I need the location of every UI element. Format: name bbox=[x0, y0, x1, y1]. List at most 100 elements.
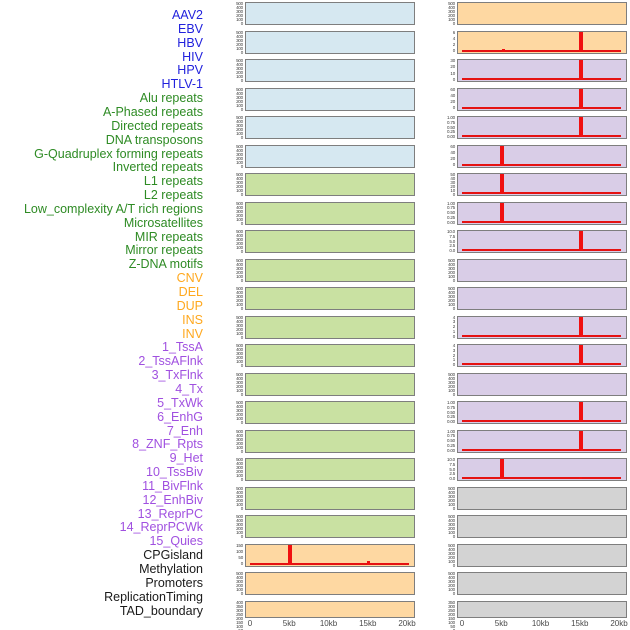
y-tick-label: 10 bbox=[450, 188, 455, 193]
y-axis-ticks: 500 400 300 200 100 0 bbox=[429, 514, 455, 539]
y-tick-label: 400 bbox=[236, 33, 243, 39]
y-tick-label: 0 bbox=[240, 561, 244, 567]
y-tick-label: 300 bbox=[236, 151, 243, 157]
y-tick-label: 400 bbox=[236, 62, 243, 67]
y-tick-label: 500 bbox=[448, 371, 455, 377]
y-tick-label: 200 bbox=[448, 554, 455, 560]
feature-label: Inverted repeats bbox=[112, 160, 203, 175]
y-tick-label: 100 bbox=[448, 501, 455, 507]
y-tick-label: 1.00 bbox=[447, 200, 455, 206]
y-axis-ticks: 150 100 50 0 bbox=[217, 543, 244, 567]
y-tick-label: 0.75 bbox=[447, 119, 455, 125]
mini-chart-panel bbox=[457, 429, 627, 453]
y-tick-label: 400 bbox=[236, 518, 243, 523]
y-tick-label: 300 bbox=[236, 408, 243, 413]
y-tick-label: 300 bbox=[236, 579, 243, 584]
y-tick-label: 10 bbox=[450, 70, 455, 76]
y-tick-label: 200 bbox=[448, 611, 455, 617]
y-axis-ticks: 30 20 10 0 bbox=[429, 58, 455, 82]
y-tick-label: 300 bbox=[448, 579, 455, 584]
x-tick-label: 0 bbox=[459, 619, 465, 628]
y-tick-label: 200 bbox=[236, 155, 243, 161]
y-tick-label: 150 bbox=[448, 615, 455, 621]
y-tick-label: 100 bbox=[236, 330, 243, 336]
x-tick-label: 20kb bbox=[610, 619, 628, 628]
data-spike bbox=[578, 231, 583, 251]
mini-chart-panel bbox=[457, 116, 627, 139]
y-tick-label: 500 bbox=[236, 514, 243, 519]
y-tick-label: 20 bbox=[450, 64, 455, 70]
y-axis-ticks: 500 400 300 200 100 0 bbox=[217, 457, 244, 482]
y-tick-label: 0 bbox=[452, 562, 456, 568]
y-tick-label: 100 bbox=[448, 273, 455, 279]
y-tick-label: 100 bbox=[236, 623, 243, 629]
mini-chart-panel bbox=[245, 429, 415, 453]
feature-label: 10_TssBiv bbox=[146, 465, 203, 480]
y-axis-ticks: 60 40 20 0 bbox=[429, 87, 455, 111]
y-tick-label: 300 bbox=[236, 379, 243, 385]
feature-label: 13_ReprPC bbox=[137, 506, 203, 521]
data-baseline bbox=[462, 249, 621, 251]
y-tick-label: 300 bbox=[236, 94, 243, 100]
data-baseline bbox=[462, 363, 621, 365]
y-axis-ticks: 1.00 0.75 0.50 0.25 0.00 bbox=[429, 400, 455, 424]
y-tick-label: 400 bbox=[448, 290, 455, 295]
y-tick-label: 200 bbox=[448, 13, 455, 18]
y-tick-label: 100 bbox=[236, 159, 243, 165]
feature-label: 4_Tx bbox=[175, 381, 203, 396]
feature-label: INS bbox=[182, 312, 203, 327]
y-tick-label: 200 bbox=[236, 615, 243, 621]
mini-chart-panel bbox=[457, 258, 627, 282]
data-baseline bbox=[462, 192, 621, 194]
y-tick-label: 300 bbox=[448, 379, 455, 385]
y-tick-label: 10.0 bbox=[447, 457, 455, 462]
y-tick-label: 4 bbox=[452, 35, 456, 41]
y-tick-label: 40 bbox=[450, 92, 455, 98]
y-tick-label: 400 bbox=[236, 489, 243, 495]
y-tick-label: 100 bbox=[448, 302, 455, 307]
y-tick-label: 0.0 bbox=[449, 476, 455, 481]
y-tick-label: 100 bbox=[236, 188, 243, 193]
y-axis-ticks: 500 400 300 200 100 0 bbox=[217, 486, 243, 511]
y-tick-label: 400 bbox=[236, 461, 243, 466]
mini-chart-panel bbox=[457, 230, 627, 253]
data-baseline bbox=[250, 562, 409, 565]
feature-label: Directed repeats bbox=[111, 118, 203, 133]
y-tick-label: 0.00 bbox=[447, 447, 455, 453]
data-spike bbox=[500, 174, 505, 194]
y-tick-label: 200 bbox=[236, 184, 243, 189]
y-axis-ticks: 500 400 300 200 100 0 bbox=[217, 172, 243, 197]
y-tick-label: 400 bbox=[236, 290, 243, 295]
feature-label: 3_TxFlnk bbox=[151, 368, 203, 383]
data-baseline bbox=[462, 78, 621, 80]
y-tick-label: 0 bbox=[240, 334, 244, 340]
y-tick-label: 400 bbox=[236, 318, 243, 324]
y-axis-ticks: 500 400 300 200 100 0 bbox=[217, 286, 243, 311]
y-axis-ticks: 1.00 0.75 0.50 0.25 0.00 bbox=[429, 200, 455, 225]
y-tick-label: 0 bbox=[240, 277, 244, 283]
feature-label: G-Quadruplex forming repeats bbox=[34, 146, 203, 161]
y-tick-label: 500 bbox=[236, 58, 243, 63]
mini-chart-panel bbox=[457, 315, 627, 339]
y-tick-label: 500 bbox=[236, 200, 243, 206]
y-tick-label: 100 bbox=[236, 245, 243, 250]
mini-chart-panel bbox=[245, 458, 415, 481]
x-tick-label: 20kb bbox=[398, 619, 416, 628]
y-tick-label: 50 bbox=[238, 555, 243, 561]
y-tick-label: 0 bbox=[240, 477, 244, 482]
y-tick-label: 400 bbox=[236, 432, 243, 438]
y-tick-label: 1.00 bbox=[447, 115, 455, 120]
y-tick-label: 200 bbox=[448, 583, 455, 588]
y-tick-label: 200 bbox=[448, 269, 455, 275]
y-tick-label: 0 bbox=[452, 192, 456, 197]
y-tick-label: 300 bbox=[448, 550, 455, 556]
y-tick-label: 300 bbox=[236, 237, 243, 242]
y-tick-label: 500 bbox=[448, 1, 455, 6]
y-tick-label: 0.00 bbox=[447, 134, 455, 139]
y-tick-label: 100 bbox=[236, 102, 243, 108]
data-spike bbox=[500, 202, 505, 223]
x-tick-label: 15kb bbox=[571, 619, 589, 628]
y-tick-label: 0.25 bbox=[447, 414, 455, 420]
y-tick-label: 300 bbox=[448, 9, 455, 14]
y-tick-label: 0.25 bbox=[447, 214, 455, 220]
